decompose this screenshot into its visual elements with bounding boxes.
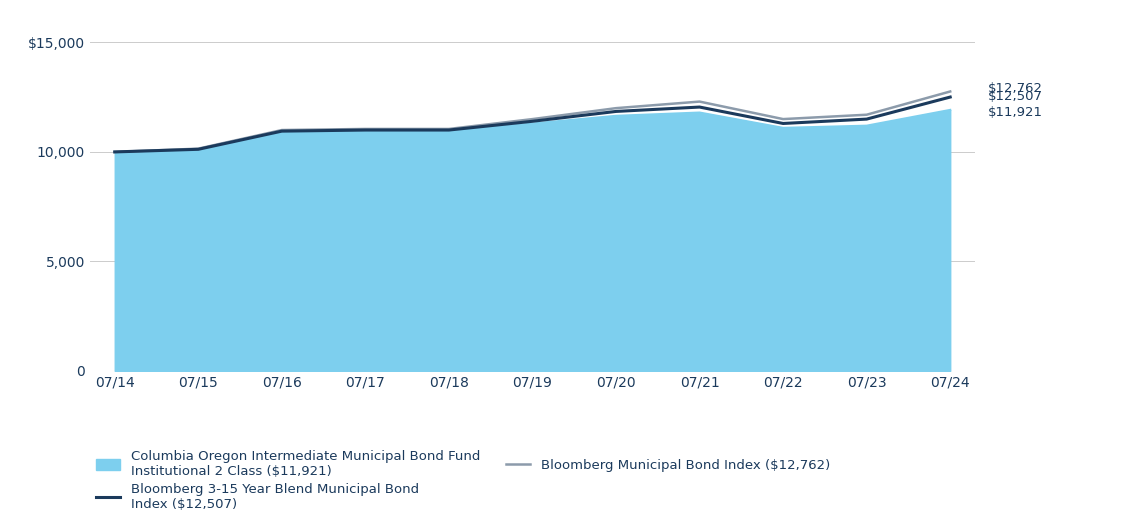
Text: $12,762: $12,762 (988, 82, 1043, 95)
Legend: Columbia Oregon Intermediate Municipal Bond Fund
Institutional 2 Class ($11,921): Columbia Oregon Intermediate Municipal B… (96, 450, 830, 511)
Text: $11,921: $11,921 (988, 106, 1043, 118)
Text: $12,507: $12,507 (988, 90, 1043, 103)
